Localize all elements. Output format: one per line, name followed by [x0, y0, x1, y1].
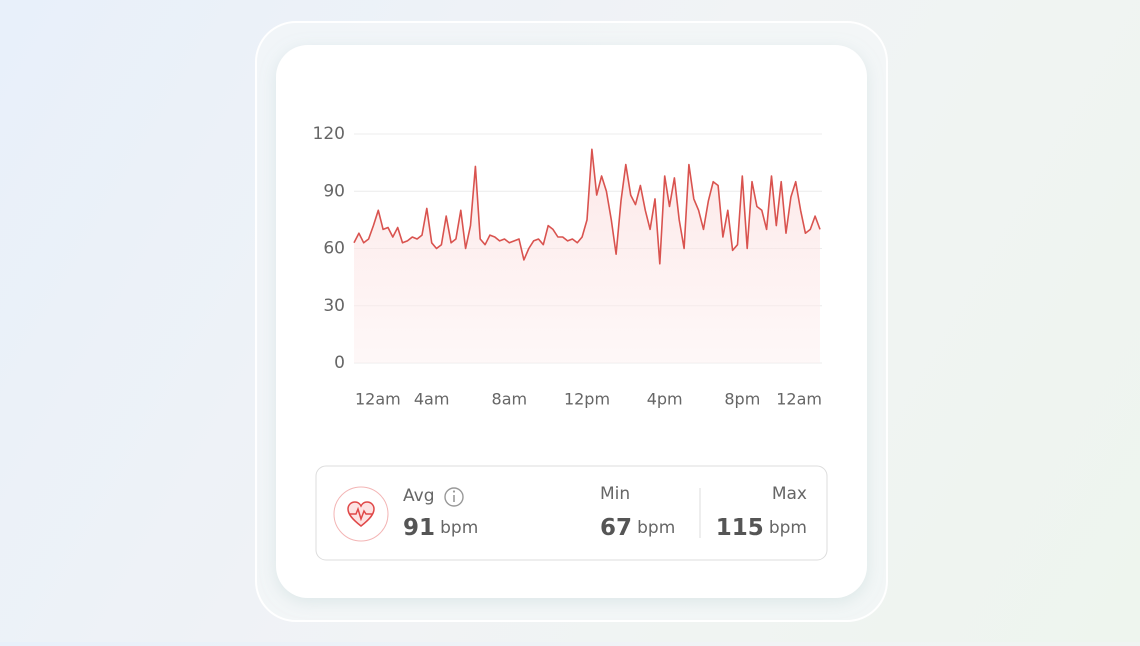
min-unit: bpm — [637, 518, 675, 538]
y-tick-label: 90 — [323, 181, 345, 201]
heart-rate-line — [353, 148, 821, 265]
avg-number: 91 — [403, 515, 435, 541]
x-tick-label: 12pm — [564, 390, 610, 409]
x-tick-label: 4am — [414, 390, 450, 409]
plot: 0 30 60 90 120 12am 4am 8am 12pm 4pm 8pm 12am — [313, 124, 822, 409]
avg-label: Avg — [403, 486, 435, 506]
max-number: 115 — [716, 515, 764, 541]
y-tick-label: 0 — [334, 353, 345, 373]
heart-icon — [347, 501, 375, 527]
y-tick-label: 60 — [323, 239, 345, 259]
x-tick-label: 4pm — [647, 390, 683, 409]
x-tick-label: 12am — [776, 390, 822, 409]
x-tick-label: 12am — [355, 390, 401, 409]
x-tick-label: 8am — [492, 390, 528, 409]
pulse-icon — [350, 506, 372, 522]
avg-value: 91 bpm — [403, 515, 478, 541]
x-tick-label: 8pm — [724, 390, 760, 409]
area — [354, 149, 820, 363]
min-label: Min — [600, 484, 630, 504]
max-label: Max — [772, 484, 807, 504]
y-tick-label: 30 — [323, 296, 345, 316]
y-tick-label: 120 — [313, 124, 345, 144]
min-number: 67 — [600, 515, 632, 541]
stats-box — [315, 465, 828, 561]
min-value: 67 bpm — [600, 515, 675, 541]
info-icon[interactable] — [444, 487, 464, 507]
max-unit: bpm — [769, 518, 807, 538]
max-value: 115 bpm — [716, 515, 807, 541]
avg-unit: bpm — [440, 518, 478, 538]
